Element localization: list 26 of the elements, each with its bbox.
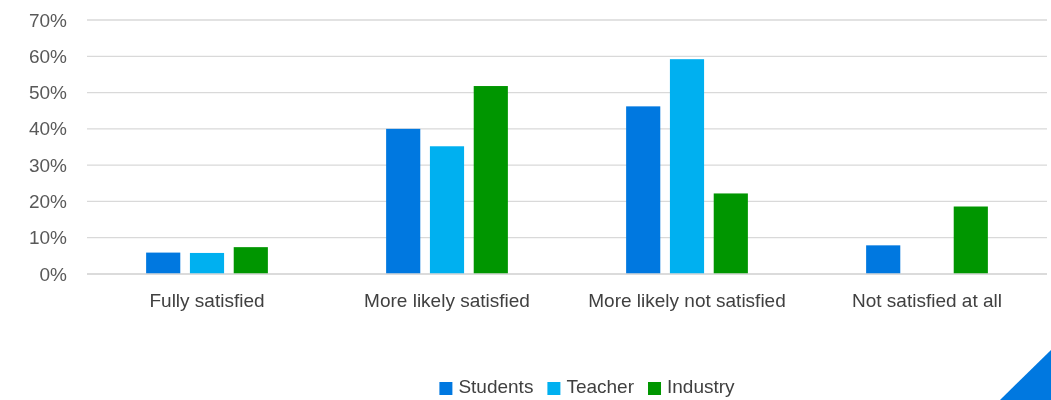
bar [146, 252, 181, 274]
bar [669, 59, 705, 274]
y-tick-label: 40% [28, 118, 68, 140]
x-tick-label: Not satisfied at all [852, 290, 1002, 312]
y-tick-label: 0% [39, 263, 68, 285]
bar [386, 128, 421, 274]
bar [866, 245, 901, 274]
x-tick-label: More likely not satisfied [588, 290, 786, 312]
legend-label: Students [458, 376, 534, 397]
bar [233, 247, 268, 274]
x-tick-label: Fully satisfied [149, 290, 265, 312]
x-tick-label: More likely satisfied [364, 290, 530, 312]
y-tick-label: 60% [28, 45, 68, 67]
bar [429, 146, 465, 274]
y-tick-label: 50% [28, 82, 68, 104]
legend-label: Industry [667, 376, 736, 397]
bar [953, 206, 988, 274]
bar [626, 106, 661, 274]
y-tick-label: 20% [28, 191, 68, 213]
y-tick-label: 10% [28, 227, 68, 249]
y-tick-label: 30% [28, 154, 68, 176]
y-tick-label: 70% [28, 9, 68, 31]
bar [189, 252, 225, 274]
bar [713, 193, 748, 274]
bar [473, 86, 508, 274]
legend-label: Teacher [566, 376, 635, 397]
